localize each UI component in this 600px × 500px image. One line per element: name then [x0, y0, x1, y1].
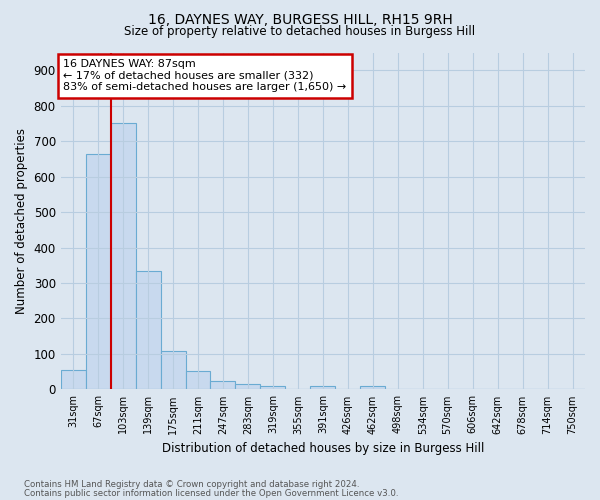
Bar: [235, 384, 260, 390]
Bar: [260, 386, 286, 390]
Bar: [185, 371, 211, 390]
Bar: [310, 386, 335, 390]
Bar: [136, 270, 161, 390]
Bar: [110, 124, 136, 390]
Bar: [360, 386, 385, 390]
Bar: [161, 351, 185, 390]
Text: 16 DAYNES WAY: 87sqm
← 17% of detached houses are smaller (332)
83% of semi-deta: 16 DAYNES WAY: 87sqm ← 17% of detached h…: [63, 59, 347, 92]
Text: Size of property relative to detached houses in Burgess Hill: Size of property relative to detached ho…: [124, 25, 476, 38]
Bar: [86, 154, 110, 390]
X-axis label: Distribution of detached houses by size in Burgess Hill: Distribution of detached houses by size …: [161, 442, 484, 455]
Text: Contains HM Land Registry data © Crown copyright and database right 2024.: Contains HM Land Registry data © Crown c…: [24, 480, 359, 489]
Text: Contains public sector information licensed under the Open Government Licence v3: Contains public sector information licen…: [24, 488, 398, 498]
Bar: [61, 370, 86, 390]
Bar: [211, 380, 235, 390]
Text: 16, DAYNES WAY, BURGESS HILL, RH15 9RH: 16, DAYNES WAY, BURGESS HILL, RH15 9RH: [148, 12, 452, 26]
Y-axis label: Number of detached properties: Number of detached properties: [15, 128, 28, 314]
